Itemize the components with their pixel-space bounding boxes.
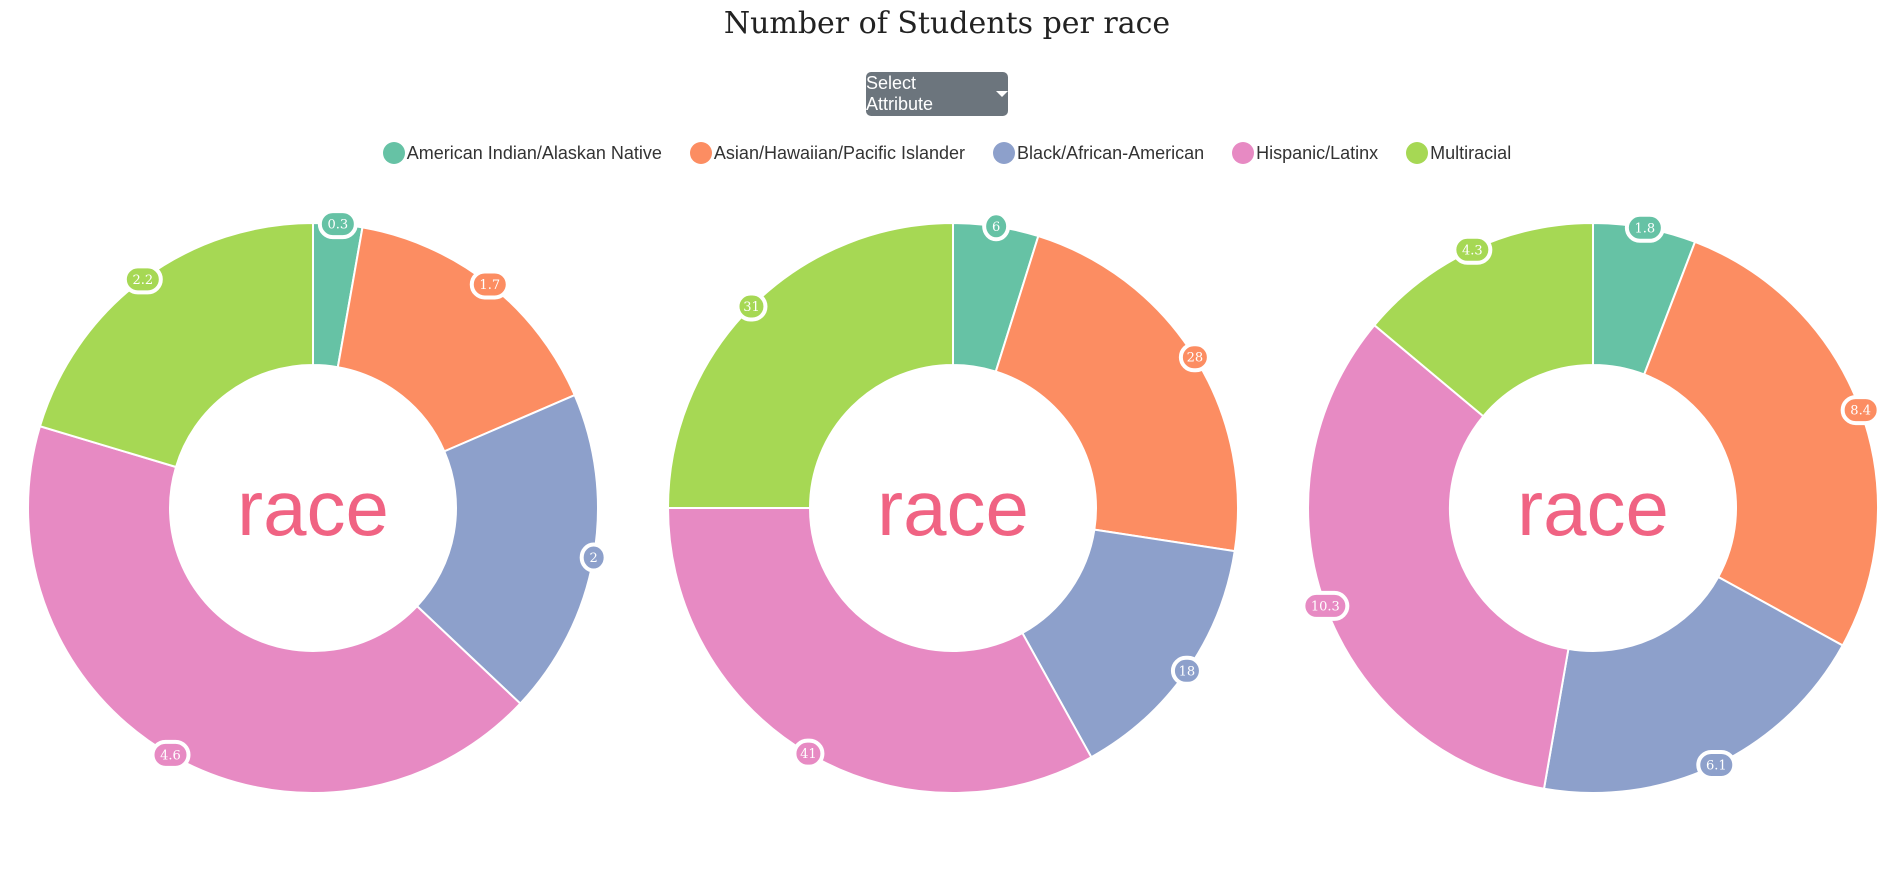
- donut-chart-3: 1.8 8.4 6.1 10.3 4.3 race: [1301, 212, 1881, 794]
- legend-label: American Indian/Alaskan Native: [406, 142, 662, 163]
- legend-swatch-black: [993, 142, 1016, 164]
- value-label: 10.3: [1311, 599, 1340, 614]
- value-badge: [1170, 655, 1203, 686]
- donut-chart-1: 0.3 1.7 2 4.6 2.2 race: [27, 209, 608, 794]
- value-label: 1.7: [479, 278, 500, 293]
- value-label: 4.3: [1462, 243, 1483, 258]
- donut-slice[interactable]: [1642, 240, 1879, 647]
- value-label: 4.6: [160, 748, 181, 763]
- value-badge: [792, 738, 825, 769]
- donut-slice[interactable]: [1372, 221, 1594, 418]
- value-label: 28: [1187, 351, 1204, 366]
- legend-item-multiracial[interactable]: Multiracial: [1406, 142, 1511, 164]
- value-label: 8.4: [1850, 404, 1871, 419]
- select-attribute-button[interactable]: Select Attribute: [866, 72, 1008, 116]
- center-label: race: [877, 464, 1029, 552]
- legend-item-black[interactable]: Black/African-American: [993, 142, 1204, 164]
- value-label: 2.2: [132, 273, 153, 288]
- legend-item-asian[interactable]: Asian/Hawaiian/Pacific Islander: [689, 142, 966, 164]
- legend-label: Asian/Hawaiian/Pacific Islander: [713, 142, 966, 163]
- donut-slice[interactable]: [336, 226, 577, 453]
- donut-slice[interactable]: [666, 221, 954, 509]
- donut-slice[interactable]: [27, 425, 522, 794]
- value-badge: [735, 291, 768, 322]
- value-badge: [579, 542, 608, 573]
- caret-down-icon: [996, 91, 1008, 97]
- legend-swatch-hispanic: [1232, 142, 1255, 164]
- page-title: Number of Students per race: [723, 6, 1171, 41]
- value-badge: [1840, 395, 1881, 426]
- donut-chart-2: 6 28 18 41 31 race: [666, 211, 1239, 794]
- value-label: 0.3: [327, 218, 348, 233]
- value-badge: [122, 264, 163, 295]
- legend-swatch-asian: [689, 142, 712, 164]
- legend: American Indian/Alaskan Native Asian/Haw…: [0, 142, 1894, 164]
- value-badge: [1696, 749, 1737, 780]
- legend-label: Multiracial: [1430, 142, 1512, 163]
- value-label: 1.8: [1635, 221, 1656, 236]
- value-label: 2: [590, 551, 598, 566]
- select-attribute-label: Select Attribute: [866, 73, 934, 114]
- donut-slice[interactable]: [415, 393, 599, 705]
- donut-slice[interactable]: [1542, 575, 1845, 794]
- center-label: race: [1517, 464, 1669, 552]
- donut-slice[interactable]: [1021, 528, 1236, 759]
- value-badge: [1178, 342, 1211, 373]
- value-label: 41: [800, 747, 817, 762]
- center-label: race: [237, 464, 389, 552]
- value-label: 6.1: [1706, 758, 1727, 773]
- donut-slice[interactable]: [666, 507, 1093, 794]
- donut-slice[interactable]: [1307, 323, 1570, 790]
- legend-label: Black/African-American: [1017, 142, 1205, 163]
- value-badge: [469, 269, 510, 300]
- legend-item-american-indian[interactable]: American Indian/Alaskan Native: [382, 142, 662, 164]
- value-badge: [1452, 234, 1493, 265]
- legend-item-hispanic[interactable]: Hispanic/Latinx: [1232, 142, 1378, 164]
- value-badge: [150, 739, 191, 770]
- legend-label: Hispanic/Latinx: [1256, 142, 1379, 163]
- legend-swatch-american-indian: [382, 142, 405, 164]
- value-badge: [1301, 590, 1350, 621]
- donut-slice[interactable]: [994, 234, 1239, 553]
- value-badge: [317, 209, 358, 240]
- value-badge: [982, 211, 1011, 242]
- value-badge: [1624, 212, 1665, 243]
- value-label: 31: [743, 300, 760, 315]
- legend-swatch-multiracial: [1406, 142, 1429, 164]
- donut-slice[interactable]: [38, 221, 314, 469]
- value-label: 6: [992, 220, 1000, 235]
- value-label: 18: [1179, 664, 1196, 679]
